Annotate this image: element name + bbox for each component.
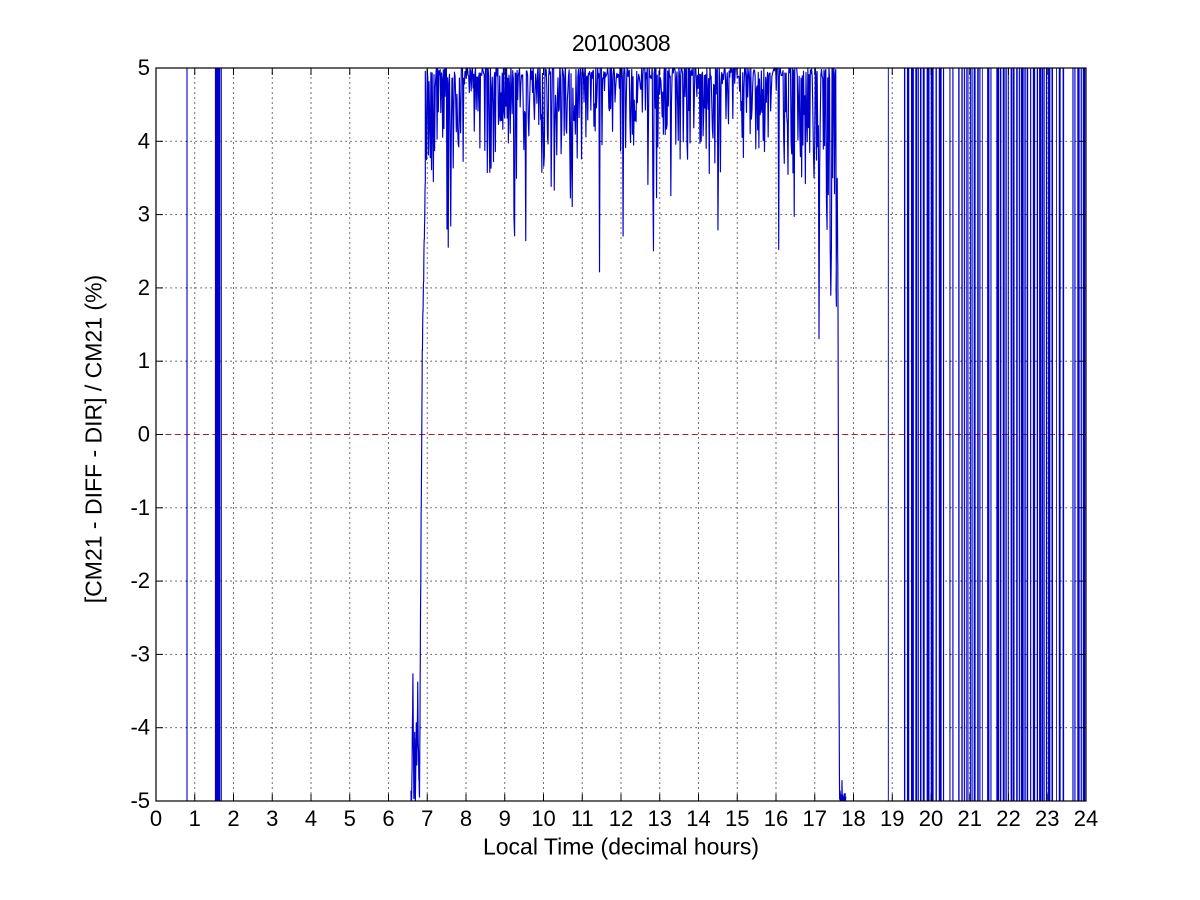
svg-text:15: 15 [725, 806, 749, 831]
svg-text:20: 20 [919, 806, 943, 831]
svg-text:10: 10 [531, 806, 555, 831]
svg-text:18: 18 [841, 806, 865, 831]
svg-text:3: 3 [138, 202, 150, 227]
svg-text:22: 22 [996, 806, 1020, 831]
svg-text:1: 1 [189, 806, 201, 831]
svg-text:1: 1 [138, 348, 150, 373]
svg-text:2: 2 [138, 275, 150, 300]
svg-text:-4: -4 [130, 715, 150, 740]
svg-text:13: 13 [648, 806, 672, 831]
svg-text:8: 8 [460, 806, 472, 831]
svg-text:9: 9 [499, 806, 511, 831]
svg-text:14: 14 [686, 806, 710, 831]
svg-text:5: 5 [344, 806, 356, 831]
svg-text:-1: -1 [130, 495, 150, 520]
svg-text:21: 21 [958, 806, 982, 831]
svg-text:7: 7 [421, 806, 433, 831]
svg-text:-2: -2 [130, 568, 150, 593]
svg-text:11: 11 [571, 806, 594, 831]
svg-text:16: 16 [764, 806, 788, 831]
svg-text:3: 3 [266, 806, 278, 831]
svg-text:12: 12 [609, 806, 633, 831]
svg-text:5: 5 [138, 55, 150, 80]
svg-text:6: 6 [382, 806, 394, 831]
svg-text:4: 4 [138, 128, 150, 153]
svg-text:0: 0 [138, 422, 150, 447]
svg-text:0: 0 [150, 806, 162, 831]
svg-text:19: 19 [880, 806, 904, 831]
svg-text:24: 24 [1074, 806, 1098, 831]
svg-text:17: 17 [803, 806, 827, 831]
svg-text:-3: -3 [130, 641, 150, 666]
svg-text:23: 23 [1035, 806, 1059, 831]
svg-text:-5: -5 [130, 788, 150, 813]
svg-text:2: 2 [227, 806, 239, 831]
svg-text:4: 4 [305, 806, 317, 831]
